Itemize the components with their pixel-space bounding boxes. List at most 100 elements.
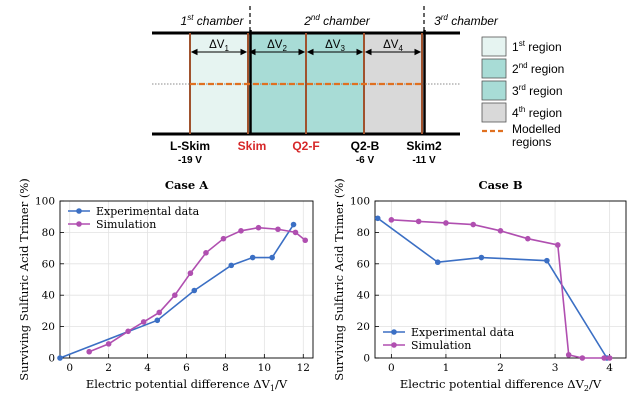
case-b-simulation-point bbox=[579, 355, 586, 361]
case-a-simulation-point bbox=[203, 250, 209, 256]
case-a-xtick-label: 6 bbox=[183, 362, 190, 374]
electrode-label-q2-b: Q2-B bbox=[351, 139, 380, 153]
case-a-simulation-point bbox=[255, 224, 262, 231]
case-a-legend-marker-experimental-data bbox=[76, 208, 82, 214]
legend-swatch-region-3 bbox=[481, 80, 507, 101]
electrode-label-l-skim: L-Skim bbox=[170, 139, 210, 153]
case-a-simulation-point bbox=[156, 309, 163, 316]
case-a-ytick-label: 100 bbox=[35, 196, 55, 208]
case-a-experimental-data-point bbox=[228, 262, 235, 269]
case-a-ytick-label: 20 bbox=[42, 321, 55, 333]
electrode-label-skim: Skim bbox=[238, 139, 267, 153]
case-b-simulation-point bbox=[388, 217, 395, 223]
electrode-voltage-skim2: -11 V bbox=[412, 155, 436, 166]
case-b-simulation-point bbox=[606, 355, 613, 361]
case-a-simulation-point bbox=[86, 348, 92, 355]
case-b-xtick-label: 3 bbox=[552, 362, 559, 374]
legend-swatch-region-1 bbox=[481, 36, 507, 57]
electrode-voltage-l-skim: -19 V bbox=[178, 155, 202, 166]
delta-v4-label: ΔV4 bbox=[383, 39, 403, 53]
legend-label-modelled-2: regions bbox=[512, 135, 551, 149]
case-b-legend-label-simulation: Simulation bbox=[411, 339, 471, 352]
case-b-legend-marker-simulation bbox=[391, 342, 397, 348]
case-b-legend-marker-experimental-data bbox=[391, 329, 397, 335]
case-b-simulation-point bbox=[470, 221, 477, 228]
case-a-series-simulation-line bbox=[88, 226, 306, 353]
case-a-ytick-label: 40 bbox=[42, 290, 55, 302]
case-a-ytick-label: 60 bbox=[42, 258, 55, 270]
case-a-legend-label-simulation: Simulation bbox=[96, 218, 156, 231]
delta-v3-label: ΔV3 bbox=[325, 39, 345, 53]
case-a-ytick-label: 0 bbox=[48, 353, 55, 365]
chamber-2-label: 2nd chamber bbox=[303, 13, 371, 28]
case-b-ytick-label: 40 bbox=[357, 290, 370, 302]
case-b-simulation-point bbox=[415, 218, 422, 225]
case-b-title: Case B bbox=[478, 178, 522, 192]
delta-arrows bbox=[190, 48, 422, 56]
case-b-experimental-data-point bbox=[544, 257, 550, 264]
case-a-simulation-point bbox=[187, 270, 194, 277]
case-a-xtick-label: 10 bbox=[258, 362, 271, 374]
case-a-experimental-data-point bbox=[57, 355, 63, 361]
case-a-xlabel: Electric potential difference ΔV1/V bbox=[86, 377, 288, 393]
case-a-simulation-point bbox=[105, 341, 112, 347]
delta-v1-label: ΔV1 bbox=[209, 39, 229, 53]
case-a-ytick-label: 80 bbox=[42, 227, 55, 239]
case-a-simulation-point bbox=[238, 228, 244, 234]
case-a-experimental-data-point bbox=[249, 254, 256, 261]
delta-v2-label: ΔV2 bbox=[267, 39, 287, 53]
case-a-xtick-label: 0 bbox=[66, 362, 73, 374]
electrode-voltage-q2-b: -6 V bbox=[356, 155, 375, 166]
case-b-experimental-data-point bbox=[374, 215, 381, 222]
electrode-label-q2-f: Q2-F bbox=[292, 139, 319, 153]
case-b-ytick-label: 80 bbox=[357, 227, 370, 239]
chamber-3-label: 3rd chamber bbox=[434, 13, 499, 28]
case-b-simulation-point bbox=[497, 228, 504, 234]
case-b-ytick-label: 100 bbox=[350, 196, 370, 208]
chamber-1-label: 1st chamber bbox=[181, 13, 245, 28]
case-b-xtick-label: 4 bbox=[606, 362, 613, 374]
case-b-ytick-label: 60 bbox=[357, 258, 370, 270]
case-b-experimental-data-point bbox=[434, 259, 441, 266]
legend-label-region-3: 3rd region bbox=[512, 83, 563, 98]
case-b-simulation-point bbox=[554, 242, 561, 248]
case-a-xtick-label: 2 bbox=[105, 362, 112, 374]
case-b-xtick-label: 0 bbox=[388, 362, 395, 374]
case-a-experimental-data-point bbox=[290, 221, 297, 228]
chart-case-a: Case A 0 2 4 6 8 10 12 0 20 40 60 80 100 Electric pote… bbox=[17, 178, 314, 393]
legend-swatch-region-2 bbox=[481, 58, 507, 79]
case-b-ylabel: Surviving Sulfuric Acid Trimer (%) bbox=[332, 178, 346, 381]
electrode-label-skim2: Skim2 bbox=[406, 139, 442, 153]
case-b-legend-label-experimental-data: Experimental data bbox=[411, 326, 515, 339]
case-a-xtick-label: 12 bbox=[297, 362, 310, 374]
case-a-ylabel: Surviving Sulfuric Acid Trimer (%) bbox=[17, 178, 31, 381]
case-a-simulation-point bbox=[125, 328, 131, 335]
chamber-schematic: ΔV1 ΔV2 ΔV3 ΔV4 1st chamber 2nd chamber 3rd c… bbox=[152, 6, 564, 166]
case-a-legend-marker-simulation bbox=[76, 221, 82, 227]
case-a-simulation-point bbox=[140, 319, 147, 325]
legend-swatch-region-4 bbox=[481, 102, 507, 123]
case-a-title: Case A bbox=[165, 178, 209, 192]
case-a-experimental-data-point bbox=[154, 317, 161, 324]
case-b-xtick-label: 2 bbox=[497, 362, 504, 374]
case-a-simulation-point bbox=[172, 292, 178, 299]
case-a-experimental-data-point bbox=[269, 254, 275, 261]
case-a-simulation-point bbox=[292, 229, 299, 236]
case-a-simulation-point bbox=[302, 237, 309, 244]
case-b-simulation-point bbox=[524, 235, 531, 242]
legend-label-modelled-1: Modelled bbox=[512, 122, 561, 136]
case-a-simulation-point bbox=[275, 226, 281, 233]
case-b-xlabel: Electric potential difference ΔV2/V bbox=[400, 377, 602, 393]
case-a-xtick-label: 8 bbox=[222, 362, 229, 374]
case-b-experimental-data-point bbox=[478, 254, 485, 261]
case-b-simulation-point bbox=[565, 352, 572, 358]
case-b-ytick-label: 20 bbox=[357, 321, 370, 333]
case-b-simulation-point bbox=[443, 220, 449, 226]
case-a-experimental-data-point bbox=[191, 287, 198, 294]
case-a-simulation-point bbox=[220, 235, 227, 242]
case-b-xtick-label: 1 bbox=[443, 362, 450, 374]
legend-label-region-2: 2nd region bbox=[512, 61, 564, 76]
